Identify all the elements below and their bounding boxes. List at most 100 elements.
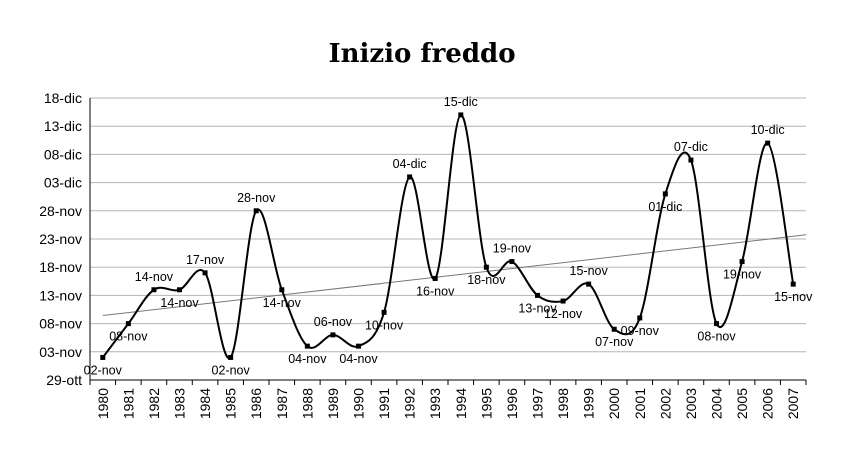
data-label: 06-nov [314, 315, 353, 329]
y-tick-label: 29-ott [46, 372, 82, 388]
data-point [151, 287, 157, 293]
data-label: 07-nov [595, 335, 634, 349]
data-label: 10-nov [365, 318, 404, 332]
data-label: 09-nov [621, 324, 660, 338]
data-point [100, 354, 106, 360]
x-tick-label: 2003 [683, 388, 699, 419]
x-tick-label: 1997 [530, 388, 546, 419]
x-tick-label: 1984 [197, 388, 213, 419]
data-point [790, 281, 796, 287]
data-label: 18-nov [467, 273, 506, 287]
y-tick-label: 03-dic [44, 175, 82, 191]
data-label: 15-nov [570, 264, 609, 278]
data-point [458, 112, 464, 118]
trendline-layer [102, 234, 807, 316]
trendline [102, 234, 807, 316]
data-point [407, 174, 413, 180]
x-tick-label: 1995 [478, 388, 494, 419]
data-point [432, 275, 438, 281]
data-label: 10-dic [751, 123, 785, 137]
x-tick-label: 1993 [427, 388, 443, 419]
data-point [330, 332, 336, 338]
data-point [125, 321, 131, 327]
data-label: 19-nov [493, 242, 532, 256]
data-point [688, 157, 694, 163]
x-tick-label: 1988 [299, 388, 315, 419]
x-tick-label: 1989 [325, 388, 341, 419]
x-tick-label: 1991 [376, 388, 392, 419]
data-label: 01-dic [648, 200, 682, 214]
x-tick-label: 1985 [223, 388, 239, 419]
data-label: 07-dic [674, 140, 708, 154]
data-point [586, 281, 592, 287]
x-tick-label: 2004 [709, 388, 725, 419]
data-label: 15-dic [444, 95, 478, 109]
data-point [381, 309, 387, 315]
data-point [253, 208, 259, 214]
data-point [177, 287, 182, 293]
data-point [483, 264, 489, 270]
x-tick-label: 1992 [402, 388, 418, 419]
data-label: 04-nov [339, 352, 378, 366]
x-tick-label: 2001 [632, 388, 648, 419]
x-tick-label: 1987 [274, 388, 290, 419]
data-point [637, 315, 643, 321]
data-labels: 02-nov 08-nov 14-nov 14-nov 17-nov 02-nov 28-n… [84, 95, 813, 378]
y-tick-label: 23-nov [39, 231, 82, 247]
data-label: 08-nov [109, 330, 148, 344]
data-point [304, 343, 310, 349]
x-tick-label: 1994 [453, 388, 469, 419]
x-tick-label: 1998 [555, 388, 571, 419]
y-tick-label: 08-dic [44, 146, 82, 162]
series-layer [100, 112, 796, 360]
data-point [739, 259, 745, 265]
x-tick-label: 1999 [581, 388, 597, 419]
data-point [228, 354, 234, 360]
data-point [560, 298, 566, 304]
data-point [714, 321, 719, 327]
data-point [611, 326, 617, 332]
data-label: 02-nov [212, 363, 251, 377]
x-tick-label: 1982 [146, 388, 162, 419]
data-point [509, 259, 515, 265]
y-tick-label: 18-dic [44, 90, 82, 106]
chart-title: Inizio freddo [328, 39, 515, 69]
data-point [535, 292, 540, 298]
x-tick-label: 2005 [734, 388, 750, 419]
data-label: 16-nov [416, 284, 455, 298]
y-tick-label: 08-nov [39, 316, 82, 332]
data-label: 02-nov [84, 363, 123, 377]
data-label: 04-nov [288, 352, 327, 366]
y-tick-label: 03-nov [39, 344, 82, 360]
data-label: 13-nov [518, 301, 557, 315]
x-tick-label: 2002 [657, 388, 673, 419]
y-tick-label: 13-nov [39, 287, 82, 303]
x-tick-label: 2000 [606, 388, 622, 419]
x-tick-label: 1990 [351, 388, 367, 419]
x-tick-label: 1981 [120, 388, 136, 419]
x-tick-label: 1980 [95, 388, 111, 419]
x-tick-label: 1996 [504, 388, 520, 419]
data-label: 14-nov [263, 296, 302, 310]
gridlines [90, 97, 806, 381]
data-label: 04-dic [393, 157, 427, 171]
data-point [202, 270, 208, 276]
data-label: 28-nov [237, 191, 276, 205]
x-tick-label: 1983 [172, 388, 188, 419]
data-label: 12-nov [544, 307, 583, 321]
x-tick-label: 2007 [785, 388, 801, 419]
data-label: 15-nov [774, 290, 813, 304]
data-point [662, 191, 668, 197]
y-tick-label: 28-nov [39, 203, 82, 219]
data-label: 14-nov [135, 270, 174, 284]
x-tick-label: 2006 [760, 388, 776, 419]
data-label: 08-nov [697, 330, 736, 344]
data-label: 19-nov [723, 268, 762, 282]
data-label: 14-nov [160, 296, 199, 310]
data-point [279, 287, 285, 293]
x-tick-label: 1986 [248, 388, 264, 419]
y-tick-label: 18-nov [39, 259, 82, 275]
axes: 29-ott 03-nov 08-nov 13-nov 18-nov 23-nov 28-n… [39, 90, 807, 419]
